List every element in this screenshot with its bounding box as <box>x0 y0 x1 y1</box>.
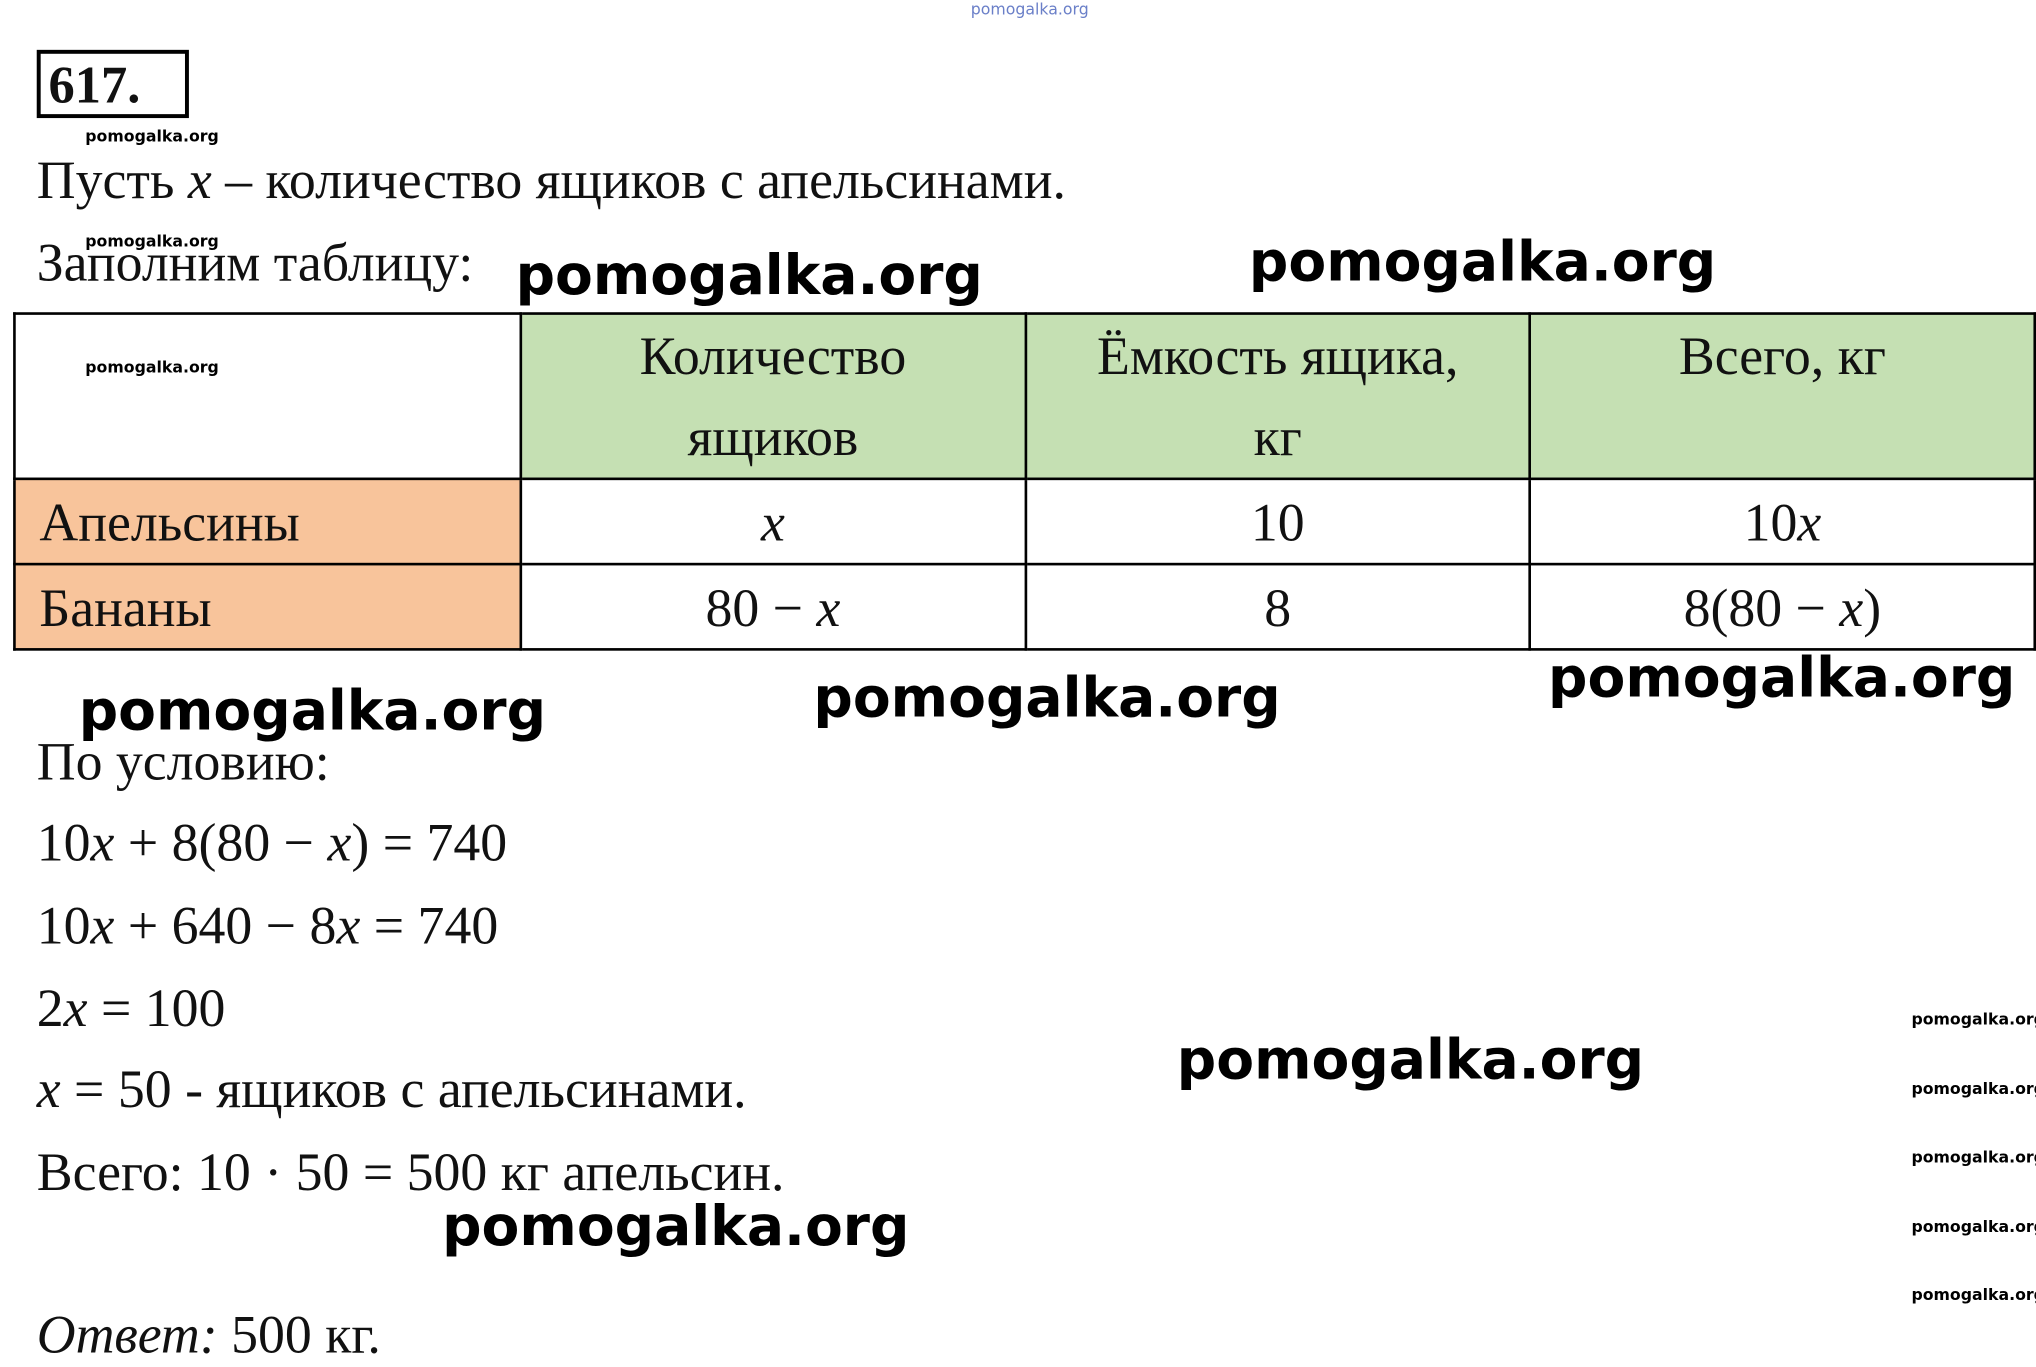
watermark: pomogalka.org <box>515 242 983 307</box>
math-italic: x <box>761 491 785 552</box>
corner-cell <box>13 312 522 481</box>
watermark: pomogalka.org <box>1911 1010 2036 1029</box>
table-cell: 8 <box>1024 562 1532 651</box>
text-run: = 100 <box>87 977 226 1038</box>
watermark: pomogalka.org <box>1248 229 1717 294</box>
text-run: ) = 740 <box>351 812 508 873</box>
header-line: ящиков <box>687 406 859 468</box>
math-italic: x <box>63 977 88 1038</box>
table-cell: 8(80 − x) <box>1528 562 2036 651</box>
column-header: Ёмкость ящика, кг <box>1024 312 1532 481</box>
text-run: – количество ящиков с апельсинами. <box>211 149 1066 210</box>
text-line: Всего: 10 · 50 = 500 кг апельсин. <box>37 1139 785 1205</box>
text-run: = 50 - ящиков с апельсинами. <box>60 1058 747 1120</box>
text-run: ) <box>1863 576 1882 637</box>
table-cell: 80 − x <box>519 562 1027 651</box>
watermark: pomogalka.org <box>85 358 219 377</box>
text-run: 10 <box>36 894 91 956</box>
watermark: pomogalka.org <box>78 678 547 743</box>
text-run: + 640 − 8 <box>114 894 337 956</box>
text-run: 2 <box>36 977 64 1038</box>
math-italic: Ответ: <box>36 1304 218 1365</box>
text-run: + 8(80 − <box>114 812 328 873</box>
watermark: pomogalka.org <box>970 0 1089 19</box>
problem-number: 617. <box>36 49 189 119</box>
header-line: Всего, кг <box>1678 325 1886 386</box>
watermark: pomogalka.org <box>85 232 219 251</box>
header-line: Ёмкость ящика, <box>1096 325 1459 386</box>
text-line: Заполним таблицу: <box>37 230 474 296</box>
math-italic: x <box>36 1058 61 1120</box>
text-run: Пусть <box>36 149 188 210</box>
table-cell: x <box>519 477 1027 566</box>
watermark: pomogalka.org <box>1911 1217 2036 1236</box>
watermark: pomogalka.org <box>813 665 1281 730</box>
watermark: pomogalka.org <box>1176 1027 1645 1092</box>
watermark: pomogalka.org <box>1911 1285 2036 1305</box>
math-italic: x <box>90 894 115 956</box>
math-italic: x <box>90 812 115 873</box>
watermark: pomogalka.org <box>1911 1147 2036 1167</box>
row-label: Бананы <box>13 562 522 651</box>
math-italic: x <box>327 812 352 873</box>
header-line: Количество <box>639 325 907 386</box>
math-italic: x <box>1797 491 1822 552</box>
watermark: pomogalka.org <box>85 127 219 146</box>
math-italic: x <box>187 149 212 210</box>
data-table: Количество ящиков Ёмкость ящика, кг Всего, к… <box>13 312 2036 651</box>
watermark: pomogalka.org <box>1911 1079 2036 1099</box>
header-row: Количество ящиков Ёмкость ящика, кг Всего, к… <box>13 312 2036 481</box>
watermark: pomogalka.org <box>1548 645 2016 710</box>
text-line: x = 50 - ящиков с апельсинами. <box>37 1056 747 1122</box>
text-line: Ответ: 500 кг. <box>37 1301 381 1367</box>
column-header: Всего, кг <box>1528 312 2036 481</box>
row-label: Апельсины <box>13 477 522 566</box>
table-body: Количество ящиков Ёмкость ящика, кг Всего, к… <box>13 312 2036 651</box>
text-run: Заполним таблицу: <box>36 232 474 293</box>
text-run: Всего: 10 · 50 = 500 кг апельсин. <box>36 1141 785 1202</box>
table-cell: 10x <box>1528 477 2036 566</box>
column-header: Количество ящиков <box>519 312 1027 481</box>
text-run: 10 <box>36 812 91 873</box>
text-run: 80 − <box>705 576 817 637</box>
math-italic: x <box>816 576 841 637</box>
watermark: pomogalka.org <box>442 1193 910 1259</box>
text-run: По условию: <box>36 730 330 792</box>
table-row: Апельсины x 10 10x <box>13 477 2036 566</box>
text-run: 8(80 − <box>1683 576 1840 637</box>
text-line: 10x + 640 − 8x = 740 <box>37 892 499 958</box>
text-run: 10 <box>1743 491 1798 552</box>
math-italic: x <box>336 894 361 956</box>
text-line: 10x + 8(80 − x) = 740 <box>37 809 507 875</box>
math-italic: x <box>1839 576 1864 637</box>
text-line: По условию: <box>37 728 330 794</box>
header-line: кг <box>1253 406 1302 468</box>
text-line: 2x = 100 <box>37 975 226 1041</box>
table-cell: 10 <box>1024 477 1532 566</box>
text-run: = 740 <box>360 894 499 956</box>
text-line: Пусть x – количество ящиков с апельсинам… <box>37 147 1066 213</box>
text-run: 500 кг. <box>217 1304 381 1365</box>
text-run: 8 <box>1264 576 1292 637</box>
text-run: 10 <box>1250 491 1305 552</box>
table-row: Бананы 80 − x 8 8(80 − x) <box>13 562 2036 651</box>
